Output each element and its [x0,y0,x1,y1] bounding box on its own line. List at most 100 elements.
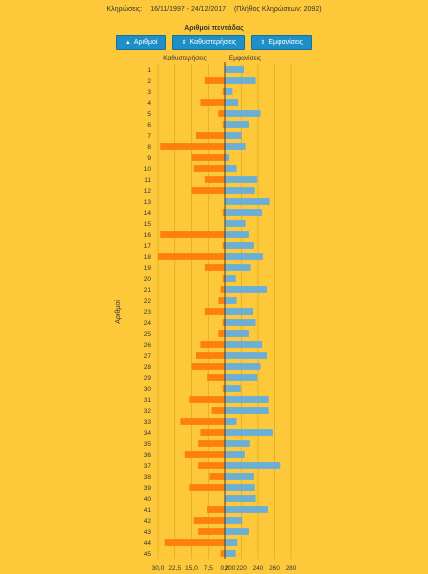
category-label: 44 [144,540,152,547]
category-label: 18 [144,254,152,261]
category-label: 25 [144,331,152,338]
appearance-bar [225,209,263,216]
x-tick-label: 30,0 [152,565,165,572]
category-label: 41 [144,507,152,514]
sort-numbers-label: Αριθμοί [133,39,158,46]
appearance-bar [225,143,246,150]
delay-bar [218,110,225,117]
category-label: 36 [144,452,152,459]
category-label: 17 [144,243,152,250]
appearance-bar [225,341,263,348]
delay-bar [218,297,225,304]
delay-bar [204,264,225,271]
sort-up-icon: ▲ [124,39,131,46]
delay-bar [220,550,225,557]
delay-bar [198,528,225,535]
appearance-bar [225,165,237,172]
appearance-bar [225,286,268,293]
sort-numbers-button[interactable]: ▲ Αριθμοί [115,35,167,50]
delay-bar [207,506,225,513]
category-label: 8 [147,144,151,151]
delay-bar [158,253,225,260]
draws-count: (Πλήθος Κληρώσεων: 2092) [233,6,322,13]
appearance-bar [225,550,236,557]
category-label: 24 [144,320,152,327]
draws-label: Κληρώσεις: [106,6,143,13]
delay-bar [211,407,225,414]
delay-bar [195,132,225,139]
appearance-bar [225,253,263,260]
category-label: 33 [144,419,152,426]
delay-bar [222,88,225,95]
appearance-bar [225,407,269,414]
delay-bar [164,539,225,546]
sort-appearances-button[interactable]: ⇕ Εμφανίσεις [251,35,313,50]
appearance-bar [225,462,281,469]
category-label: 11 [144,177,151,184]
category-label: 4 [147,100,151,107]
category-label: 34 [144,430,152,437]
appearance-bar [225,374,258,381]
category-label: 45 [144,551,152,558]
delay-bar [195,352,225,359]
appearance-bar [225,451,245,458]
appearance-bar [225,352,268,359]
category-label: 12 [144,188,152,195]
delay-bar [191,154,225,161]
category-label: 23 [144,309,152,316]
draws-info: Κληρώσεις: 16/11/1997 - 24/12/2017 (Πλήθ… [0,6,428,13]
appearance-bar [225,77,256,84]
appearance-bar [225,539,238,546]
delay-bar [184,451,225,458]
appearance-bar [225,187,255,194]
delay-bar [189,396,225,403]
delay-bar [220,286,225,293]
category-label: 29 [144,375,152,382]
sort-delays-label: Καθυστερήσεις [189,39,237,46]
appearance-bar [225,418,237,425]
delay-bar [189,484,225,491]
delay-bar [222,121,225,128]
delay-bar [222,319,225,326]
delay-bar [222,209,225,216]
date-range: 16/11/1997 - 24/12/2017 [150,6,226,13]
appearance-bar [225,99,239,106]
x-tick-label: 200 [225,565,236,572]
x-tick-label: 0,0 [220,565,229,572]
delay-bar [160,143,225,150]
appearance-bar [225,385,241,392]
category-label: 31 [144,397,152,404]
appearance-bar [225,66,244,73]
sort-delays-button[interactable]: ⇕ Καθυστερήσεις [172,35,246,50]
category-label: 6 [147,122,151,129]
x-tick-label: 260 [269,565,280,572]
appearance-bar [225,121,249,128]
delay-bar [222,242,225,249]
appearance-bar [225,319,256,326]
appearance-bar [225,110,261,117]
appearance-bar [225,495,256,502]
category-label: 32 [144,408,152,415]
sort-toolbar: ▲ Αριθμοί ⇕ Καθυστερήσεις ⇕ Εμφανίσεις [0,35,428,50]
category-label: 1 [147,67,151,74]
x-tick-label: 240 [253,565,264,572]
category-label: 21 [144,287,152,294]
delay-bar [209,473,225,480]
y-axis-label: Αριθμοί [114,300,122,324]
category-label: 3 [147,89,151,96]
appearance-bar [225,176,258,183]
delay-bar [218,330,225,337]
appearance-bar [225,517,243,524]
x-tick-label: 7,5 [204,565,213,572]
delay-bar [204,308,225,315]
delay-bar [200,429,225,436]
appearance-bar [225,297,237,304]
appearance-bar [225,308,254,315]
category-label: 30 [144,386,152,393]
category-label: 37 [144,463,152,470]
category-label: 2 [147,78,151,85]
category-label: 19 [144,265,152,272]
category-label: 42 [144,518,152,525]
category-label: 28 [144,364,152,371]
